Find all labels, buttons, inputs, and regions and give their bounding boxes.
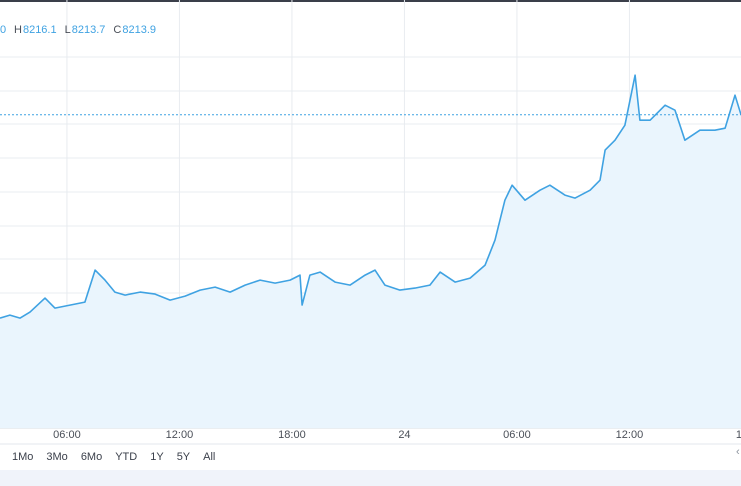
range-button[interactable]: All: [203, 451, 215, 463]
range-button[interactable]: 1Mo: [12, 451, 33, 463]
x-tick-label: 24: [398, 429, 410, 441]
range-button[interactable]: 6Mo: [81, 451, 102, 463]
price-line: [0, 74, 741, 319]
legend-value: 8213.9: [122, 24, 156, 36]
legend-label: L: [65, 24, 71, 36]
x-tick-label: 12:00: [616, 429, 644, 441]
top-border: [0, 0, 741, 2]
legend-fragment: 0: [0, 24, 6, 36]
x-tick-label: 18: [736, 429, 741, 441]
bottom-strip: [0, 470, 741, 486]
range-button[interactable]: 3Mo: [46, 451, 67, 463]
range-button[interactable]: 1Y: [150, 451, 164, 463]
area: [0, 75, 741, 428]
scroll-icon[interactable]: ‹: [736, 446, 740, 458]
legend-value: 8216.1: [23, 24, 57, 36]
x-tick-label: 12:00: [166, 429, 194, 441]
legend-label: H: [14, 24, 22, 36]
range-button[interactable]: YTD: [115, 451, 137, 463]
x-tick-label: 06:00: [53, 429, 81, 441]
x-tick-label: 06:00: [503, 429, 531, 441]
range-button[interactable]: 5Y: [177, 451, 191, 463]
legend-label: C: [113, 24, 121, 36]
legend-value: 8213.7: [72, 24, 106, 36]
x-tick-label: 18:00: [278, 429, 306, 441]
